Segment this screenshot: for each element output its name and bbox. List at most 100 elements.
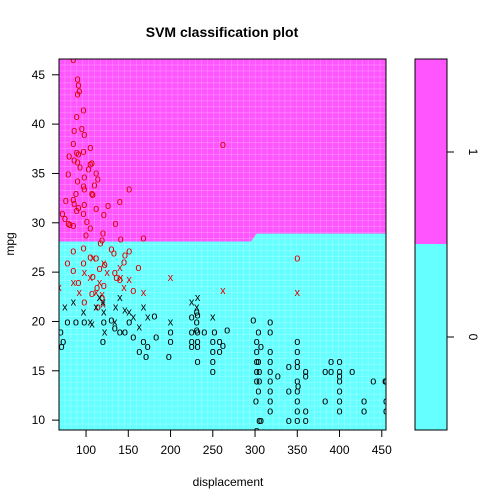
data-point: o — [63, 195, 69, 207]
data-point: o — [70, 54, 76, 66]
data-point: o — [254, 366, 260, 378]
data-point: o — [294, 336, 300, 348]
data-point: o — [75, 80, 81, 92]
data-point: o — [210, 356, 216, 368]
data-point: o — [75, 149, 81, 161]
data-point: o — [383, 376, 389, 388]
data-point: o — [210, 336, 216, 348]
support-vector-point: x — [93, 302, 99, 314]
support-vector-point: x — [112, 316, 118, 328]
data-point: o — [254, 346, 260, 358]
color-key-label-1: 1 — [466, 149, 480, 156]
data-point: o — [62, 213, 68, 225]
y-tick-label: 20 — [32, 314, 46, 328]
data-point: o — [303, 371, 309, 383]
support-vector-point: x — [118, 272, 124, 284]
data-point: o — [75, 157, 81, 169]
data-point: o — [370, 376, 376, 388]
data-point: o — [167, 336, 173, 348]
data-point: o — [122, 249, 128, 261]
data-point: o — [86, 164, 92, 176]
data-point: o — [167, 326, 173, 338]
chart-title: SVM classification plot — [146, 24, 299, 40]
data-point: o — [126, 245, 132, 257]
data-point: o — [383, 395, 389, 407]
x-tick-label: 100 — [76, 443, 96, 457]
data-point: o — [81, 183, 87, 195]
support-vector-point: x — [210, 312, 216, 324]
data-point: o — [108, 243, 114, 255]
data-point: o — [258, 341, 264, 353]
data-point: o — [255, 386, 261, 398]
data-point: o — [336, 371, 342, 383]
data-point: o — [70, 194, 76, 206]
data-point: o — [216, 336, 222, 348]
color-key-class-1 — [415, 59, 447, 244]
data-point: o — [195, 326, 201, 338]
support-vector-point: x — [131, 312, 137, 324]
data-point: o — [255, 356, 261, 368]
data-point: o — [80, 257, 86, 269]
data-point: o — [67, 219, 73, 231]
data-point: o — [58, 341, 64, 353]
data-point: o — [195, 336, 201, 348]
support-vector-point: x — [102, 326, 108, 338]
data-point: o — [253, 395, 259, 407]
support-vector-point: x — [189, 297, 195, 309]
support-vector-point: x — [71, 277, 77, 289]
data-point: o — [256, 415, 262, 427]
data-point: o — [349, 366, 355, 378]
data-point: o — [267, 346, 273, 358]
data-point: o — [267, 316, 273, 328]
data-point: o — [121, 256, 127, 268]
data-point: o — [108, 314, 114, 326]
data-point: o — [64, 257, 70, 269]
data-point: o — [254, 336, 260, 348]
data-point: o — [126, 316, 132, 328]
support-vector-point: x — [121, 282, 127, 294]
data-point: o — [65, 168, 71, 180]
data-point: o — [76, 86, 82, 98]
support-vector-point: x — [89, 318, 95, 330]
data-point: o — [74, 205, 80, 217]
data-point: o — [112, 322, 118, 334]
data-point: o — [220, 139, 226, 151]
support-vector-point: x — [141, 302, 147, 314]
data-point: o — [361, 395, 367, 407]
data-point: o — [267, 405, 273, 417]
data-point: o — [250, 314, 256, 326]
data-point: o — [79, 123, 85, 135]
data-point: o — [267, 366, 273, 378]
data-point: o — [322, 366, 328, 378]
data-point: o — [122, 326, 128, 338]
data-point: o — [111, 247, 117, 259]
data-point: o — [74, 111, 80, 123]
data-point: o — [286, 415, 292, 427]
y-tick-label: 45 — [32, 68, 46, 82]
data-point: o — [189, 341, 195, 353]
data-point: o — [84, 216, 90, 228]
data-point: o — [73, 316, 79, 328]
data-point: o — [140, 233, 146, 245]
data-point: o — [75, 74, 81, 86]
data-point: o — [195, 341, 201, 353]
data-point: o — [135, 262, 141, 274]
data-point: o — [189, 312, 195, 324]
data-point: o — [294, 376, 300, 388]
data-point: o — [71, 198, 77, 210]
y-tick-label: 30 — [32, 216, 46, 230]
grid-lines — [59, 59, 386, 430]
support-vector-point: x — [295, 287, 301, 299]
support-vector-point: x — [82, 267, 88, 279]
data-point: o — [70, 245, 76, 257]
data-point: o — [130, 331, 136, 343]
data-point: o — [71, 155, 77, 167]
support-vector-point: x — [122, 305, 128, 317]
data-point: o — [89, 158, 95, 170]
data-point: o — [224, 324, 230, 336]
data-point: o — [267, 326, 273, 338]
x-tick-label: 200 — [161, 443, 181, 457]
data-point: o — [294, 346, 300, 358]
x-axis: 100 150 200 250 300 350 400 450 — [76, 429, 392, 457]
